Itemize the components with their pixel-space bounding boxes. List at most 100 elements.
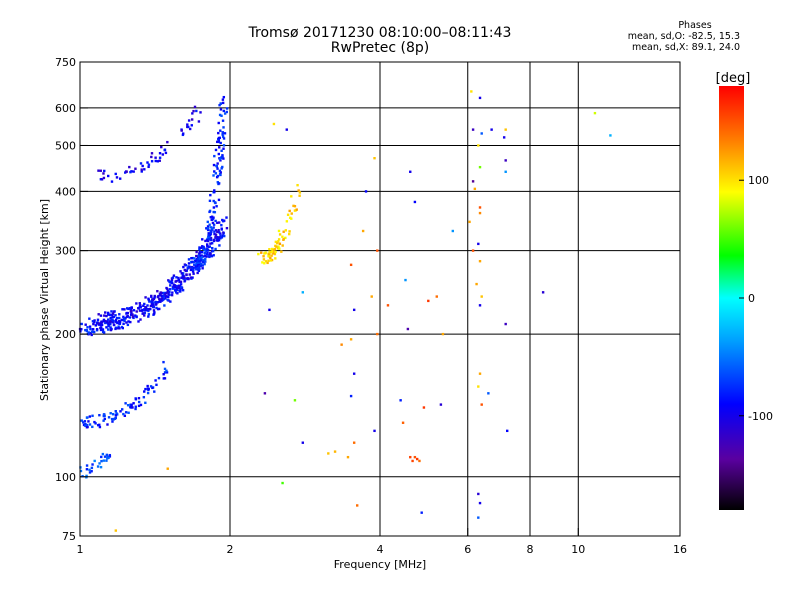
data-point [147,313,151,316]
data-point [88,423,92,426]
data-point [94,422,97,425]
data-point [102,414,105,418]
data-point [288,230,291,233]
colorbar-tick-label: 0 [748,292,755,305]
data-point [217,236,221,239]
data-point [221,154,224,157]
data-point [118,320,122,324]
y-tick-label: 500 [55,139,76,152]
data-point [98,425,102,429]
data-point [221,119,225,122]
data-point [176,288,179,291]
data-point [183,276,186,280]
data-point [107,416,111,419]
data-point [191,260,194,264]
data-point [471,180,475,183]
data-point [415,457,419,461]
data-point [373,429,376,433]
data-point [219,108,223,111]
data-point [129,170,132,174]
data-point [107,174,110,178]
x-tick-label: 1 [77,543,84,556]
data-point [213,190,216,194]
data-point [158,307,161,311]
data-point [100,455,103,459]
data-point [202,255,205,258]
data-point [126,307,129,310]
data-point [217,140,221,144]
data-point [435,295,438,298]
data-point [134,405,137,408]
data-point [91,463,94,466]
data-point [197,257,201,260]
data-point [285,128,288,131]
data-point [109,328,113,332]
data-point [349,338,353,341]
data-point [143,302,146,306]
data-point [216,238,219,241]
data-point [196,271,199,275]
data-point [222,137,226,140]
data-point [118,322,122,325]
data-point [141,312,145,315]
data-point [94,324,98,327]
data-point [151,303,154,306]
data-point [219,234,222,238]
data-point [198,251,202,254]
data-point [135,315,138,319]
data-point [163,371,167,374]
data-point [177,286,180,289]
data-point [164,297,167,300]
data-point [87,331,90,334]
data-point [193,105,197,109]
data-point [209,254,212,258]
data-point [177,284,181,288]
data-point [218,244,221,247]
data-point [111,315,114,319]
data-point [116,321,119,325]
data-point [114,409,117,413]
data-point [88,317,91,320]
data-point [125,311,129,315]
data-point [218,221,221,224]
data-point [214,229,218,232]
y-axis-label: Stationary phase Virtual Height [km] [38,199,51,401]
data-point [164,291,168,295]
data-point [206,228,210,232]
data-point [218,172,222,176]
data-point [267,255,271,258]
data-point [105,314,108,318]
y-tick-label: 300 [55,245,76,258]
data-point [105,459,108,462]
data-point [169,300,172,303]
data-point [134,167,137,170]
data-point [126,404,130,407]
data-point [190,257,193,260]
data-point [158,152,162,155]
data-point [123,308,126,311]
data-point [99,328,103,332]
data-point [144,401,147,405]
data-point [199,254,203,257]
data-point [206,239,210,243]
data-point [115,316,119,320]
data-point [471,249,475,252]
data-point [151,386,154,390]
data-point [114,414,118,417]
data-point [118,316,121,320]
data-point [156,307,160,311]
data-point [107,312,110,315]
data-point [217,231,221,234]
data-point [505,429,509,433]
data-point [110,180,114,183]
data-point [184,269,188,273]
data-point [166,291,169,294]
data-point [147,163,151,166]
data-point [144,309,148,312]
data-point [111,413,115,416]
data-point [204,257,207,261]
data-point [327,452,330,455]
data-point [114,320,118,323]
data-point [156,289,159,293]
data-point [100,459,103,463]
